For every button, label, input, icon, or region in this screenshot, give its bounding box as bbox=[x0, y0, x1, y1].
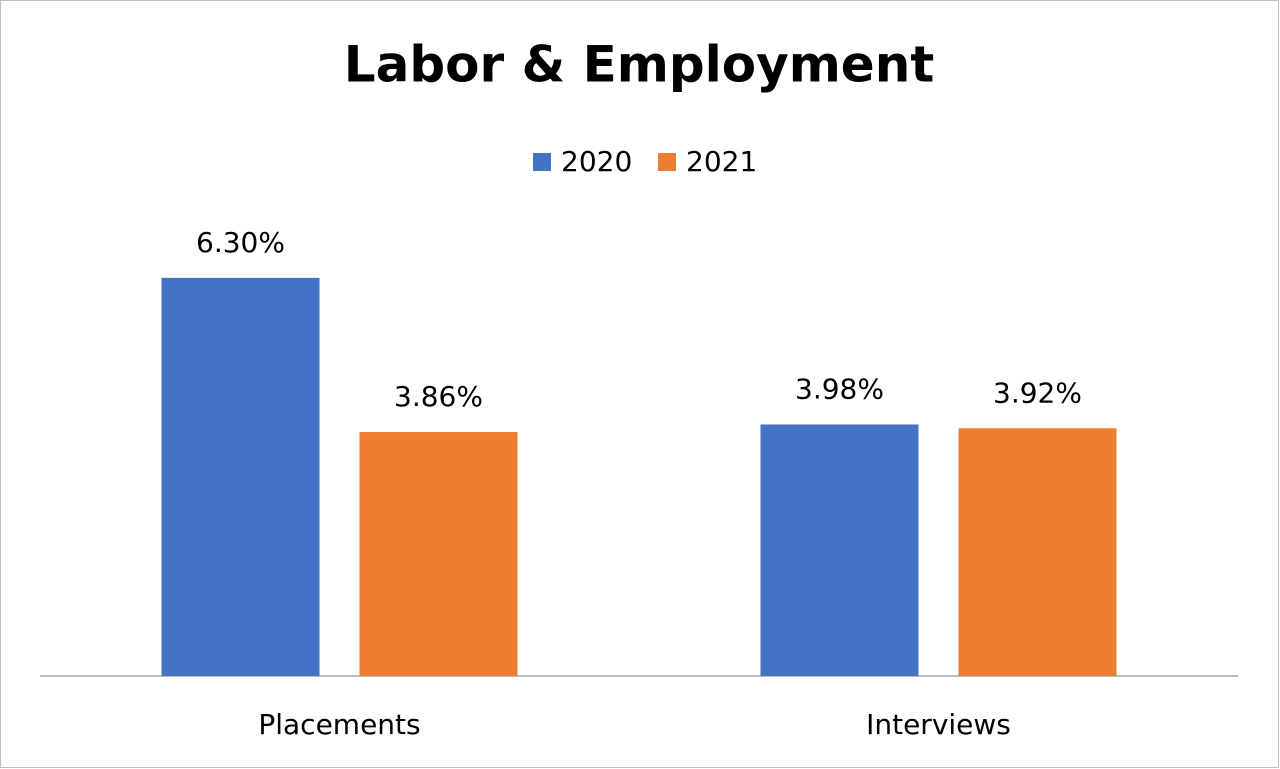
legend-swatch bbox=[533, 153, 551, 171]
bar bbox=[958, 428, 1117, 676]
data-label: 6.30% bbox=[196, 226, 285, 259]
legend-label: 2021 bbox=[686, 145, 757, 178]
data-label: 3.86% bbox=[394, 380, 483, 413]
data-label: 3.98% bbox=[795, 372, 884, 405]
bar bbox=[359, 432, 518, 676]
x-tick-label: Placements bbox=[258, 708, 420, 741]
legend-swatch bbox=[658, 153, 676, 171]
bar bbox=[760, 424, 919, 676]
bar bbox=[161, 277, 320, 676]
data-label: 3.92% bbox=[993, 376, 1082, 409]
chart-title: Labor & Employment bbox=[344, 36, 934, 94]
x-tick-label: Interviews bbox=[866, 708, 1011, 741]
legend-label: 2020 bbox=[561, 145, 632, 178]
